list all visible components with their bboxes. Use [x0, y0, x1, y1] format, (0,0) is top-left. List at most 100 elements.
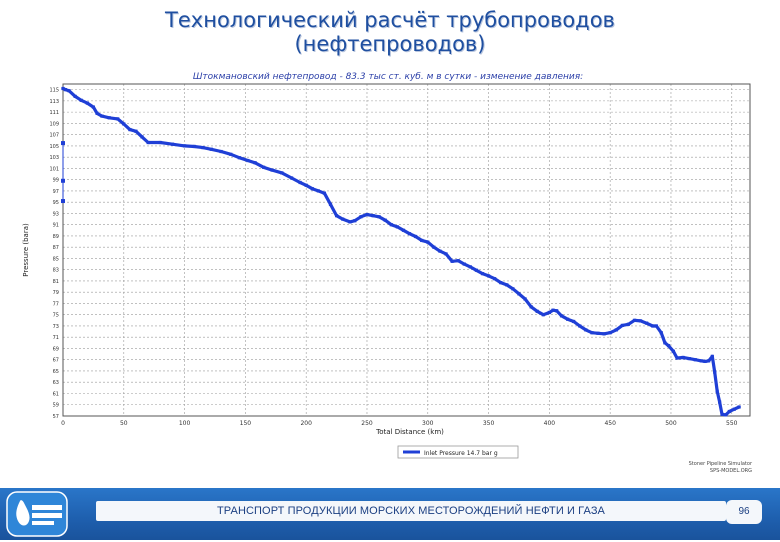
y-tick-label: 105	[49, 144, 59, 150]
x-tick-label: 0	[61, 420, 65, 427]
series-point	[140, 135, 144, 139]
series-point	[85, 101, 89, 105]
series-point	[229, 152, 233, 156]
gazprom-logo-icon	[6, 491, 68, 537]
y-tick-label: 83	[53, 268, 59, 274]
series-point	[341, 217, 345, 221]
series-point	[578, 324, 582, 328]
series-point	[359, 215, 363, 219]
series-point	[450, 259, 454, 263]
series-point	[377, 215, 381, 219]
series-point	[67, 89, 71, 93]
series-point	[541, 313, 545, 317]
footer-text: ТРАНСПОРТ ПРОДУКЦИИ МОРСКИХ МЕСТОРОЖДЕНИ…	[216, 505, 605, 517]
series-point	[128, 127, 132, 132]
x-tick-label: 300	[422, 420, 434, 427]
series-point	[693, 358, 697, 362]
series-point	[122, 122, 126, 126]
series-point	[334, 214, 339, 218]
series-point	[517, 292, 521, 296]
x-tick-label: 200	[300, 420, 312, 427]
series-point	[535, 309, 539, 313]
series-point	[555, 309, 559, 313]
legend-box	[397, 445, 519, 459]
series-point	[474, 268, 479, 272]
x-tick-labels: 0 50 100 150 200 250 300 350 400 450 500 550	[61, 420, 738, 427]
series-point	[389, 223, 393, 227]
series-point	[638, 319, 643, 323]
y-tick-label: 73	[53, 324, 59, 330]
series-point	[95, 111, 99, 115]
slide-title: Технологический расчёт трубопроводов (не…	[0, 8, 780, 56]
series-point	[720, 412, 724, 416]
series-point	[707, 359, 711, 363]
y-tick-labels: 57 59 61 63 65 67 69 71 73 75 77 79 81 83 85 87 89 91 93 95…	[49, 88, 59, 420]
x-tick-label: 100	[179, 420, 191, 427]
series-point	[383, 218, 387, 222]
y-axis-label: Pressure (bara)	[22, 223, 30, 277]
series-point	[468, 265, 472, 269]
series-point	[310, 187, 314, 191]
series-point	[654, 324, 658, 328]
series-point	[480, 272, 485, 276]
y-tick-label: 89	[53, 234, 59, 240]
series-point	[523, 297, 527, 301]
x-tick-label: 450	[604, 420, 616, 427]
series-point	[614, 328, 618, 332]
series-point	[681, 355, 685, 360]
y-tick-label: 87	[53, 245, 59, 251]
chart-title: Штокмановский нефтепровод - 83.3 тыс ст.…	[193, 72, 583, 82]
series-point	[710, 354, 714, 358]
series-point	[444, 252, 448, 256]
series-point	[253, 161, 257, 165]
series-point	[107, 116, 111, 120]
y-tick-label: 95	[53, 200, 59, 206]
y-tick-label: 77	[53, 301, 59, 307]
series-point	[724, 413, 728, 417]
series-point	[322, 191, 327, 195]
pressure-profile-chart: Штокмановский нефтепровод - 83.3 тыс ст.…	[22, 72, 753, 474]
series-point	[659, 331, 663, 335]
series-layer	[61, 86, 741, 417]
slide-title-line-1: Технологический расчёт трубопроводов	[165, 8, 615, 32]
series-point	[671, 349, 675, 353]
series-point	[456, 259, 460, 263]
series-point	[365, 212, 369, 217]
series-point	[732, 407, 736, 411]
series-point	[505, 283, 509, 287]
series-point	[401, 228, 406, 232]
y-tick-label: 113	[49, 99, 59, 105]
slide-title-clip: Технологический расчёт трубопроводов (не…	[0, 8, 780, 60]
series-point	[438, 249, 442, 253]
plot-frame	[62, 83, 751, 417]
y-tick-label: 91	[53, 223, 59, 229]
series-point	[511, 287, 515, 291]
series-point	[209, 147, 213, 151]
y-tick-label: 107	[49, 133, 59, 139]
series-point	[170, 142, 175, 146]
x-axis-label: Total Distance (km)	[375, 428, 444, 436]
series-point	[246, 158, 250, 163]
series-point	[727, 409, 731, 414]
series-point	[596, 331, 600, 335]
series-line-inlet-pressure	[61, 86, 741, 417]
series-point	[584, 328, 588, 332]
series-point	[666, 344, 671, 348]
series-point	[645, 321, 649, 325]
series-point	[100, 114, 104, 118]
series-point	[737, 405, 741, 409]
series-point	[61, 86, 65, 91]
series-point	[718, 400, 722, 404]
series-point	[632, 318, 637, 322]
footer-bar	[96, 501, 726, 521]
series-point	[590, 331, 594, 335]
series-point	[547, 310, 551, 315]
series-point	[348, 220, 352, 224]
y-tick-label: 75	[53, 313, 59, 319]
series-point	[328, 202, 333, 207]
series-point	[663, 341, 667, 345]
series-point	[703, 359, 707, 364]
series-point	[91, 105, 95, 109]
series-point	[201, 145, 205, 150]
x-tick-label: 350	[483, 420, 495, 427]
